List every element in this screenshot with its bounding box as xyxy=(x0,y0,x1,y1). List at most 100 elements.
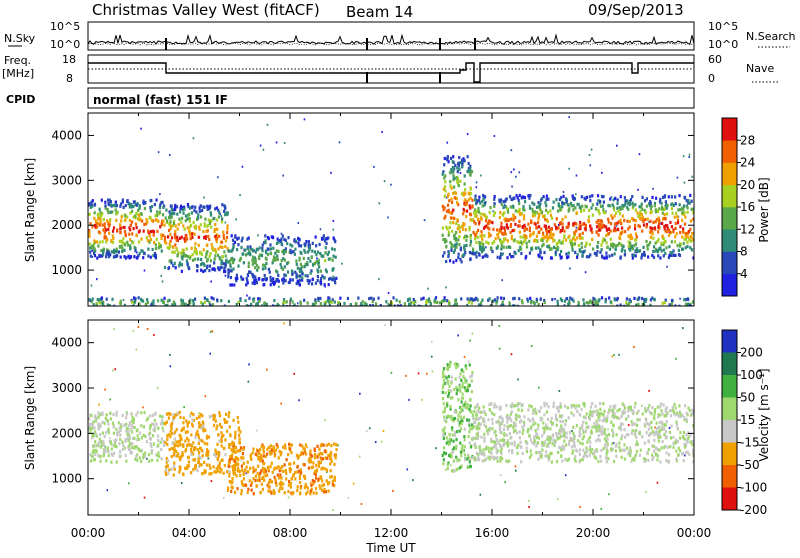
echo-cell xyxy=(327,482,329,485)
echo-cell xyxy=(108,221,110,224)
echo-cell xyxy=(213,217,215,220)
echo-cell xyxy=(250,453,252,456)
echo-cell xyxy=(241,237,243,240)
echo-cell xyxy=(167,464,169,467)
echo-cell xyxy=(470,445,472,448)
echo-cell xyxy=(111,250,113,253)
echo-cell xyxy=(318,259,320,262)
echo-cell xyxy=(448,454,450,457)
echo-cell xyxy=(478,196,480,199)
echo-cell xyxy=(134,458,136,461)
echo-cell xyxy=(179,434,181,437)
echo-cell xyxy=(198,442,200,445)
echo-cell xyxy=(616,409,618,412)
echo-cell xyxy=(105,255,107,258)
echo-cell xyxy=(629,244,631,247)
echo-cell xyxy=(612,434,614,437)
echo-cell xyxy=(162,440,164,443)
echo-cell xyxy=(197,433,199,436)
echo-cell xyxy=(165,216,167,219)
echo-cell xyxy=(524,229,526,232)
echo-cell xyxy=(681,248,683,251)
echo-cell xyxy=(413,298,415,301)
echo-cell xyxy=(508,301,510,304)
noise-cell xyxy=(464,356,466,358)
echo-cell xyxy=(489,211,491,214)
echo-cell xyxy=(324,259,326,262)
echo-cell xyxy=(247,488,249,491)
echo-cell xyxy=(532,212,534,215)
echo-cell xyxy=(549,427,551,430)
echo-cell xyxy=(106,298,108,301)
echo-cell xyxy=(585,241,587,244)
echo-cell xyxy=(610,421,612,424)
noise-cell xyxy=(585,271,587,273)
echo-cell xyxy=(304,265,306,268)
echo-cell xyxy=(94,211,96,214)
echo-cell xyxy=(576,256,578,259)
echo-cell xyxy=(288,462,290,465)
echo-cell xyxy=(285,477,287,480)
echo-cell xyxy=(466,418,468,421)
echo-cell xyxy=(146,440,148,443)
echo-cell xyxy=(603,257,605,260)
echo-cell xyxy=(141,219,143,222)
noise-cell xyxy=(257,234,259,236)
echo-cell xyxy=(494,298,496,301)
echo-cell xyxy=(164,236,166,239)
echo-cell xyxy=(199,251,201,254)
echo-cell xyxy=(477,207,479,210)
echo-cell xyxy=(551,417,553,420)
echo-cell xyxy=(529,252,531,255)
echo-cell xyxy=(544,454,546,457)
echo-cell xyxy=(675,227,677,230)
echo-cell xyxy=(461,254,463,257)
freq-series xyxy=(88,63,694,82)
echo-cell xyxy=(481,453,483,456)
echo-cell xyxy=(555,414,557,417)
echo-cell xyxy=(160,233,162,236)
echo-cell xyxy=(633,254,635,257)
echo-cell xyxy=(226,430,228,433)
echo-cell xyxy=(276,254,278,257)
echo-cell xyxy=(245,253,247,256)
echo-cell xyxy=(547,211,549,214)
echo-cell xyxy=(638,205,640,208)
echo-cell xyxy=(655,197,657,200)
echo-cell xyxy=(620,232,622,235)
echo-cell xyxy=(686,241,688,244)
echo-cell xyxy=(448,415,450,418)
echo-cell xyxy=(526,242,528,245)
echo-cell xyxy=(471,297,473,300)
echo-cell xyxy=(161,437,163,440)
echo-cell xyxy=(665,409,667,412)
echo-cell xyxy=(332,255,334,258)
echo-cell xyxy=(530,449,532,452)
echo-cell xyxy=(538,231,540,234)
noise-cell xyxy=(324,419,326,421)
echo-cell xyxy=(531,405,533,408)
echo-cell xyxy=(578,430,580,433)
echo-cell xyxy=(607,204,609,207)
echo-cell xyxy=(200,258,202,261)
echo-cell xyxy=(179,443,181,446)
echo-cell xyxy=(237,420,239,423)
echo-cell xyxy=(134,297,136,300)
echo-cell xyxy=(284,443,286,446)
echo-cell xyxy=(164,422,166,425)
echo-cell xyxy=(91,203,93,206)
echo-cell xyxy=(129,442,131,445)
echo-cell xyxy=(174,243,176,246)
noise-cell xyxy=(468,360,470,362)
noise-cell xyxy=(316,257,318,259)
echo-cell xyxy=(510,442,512,445)
echo-cell xyxy=(213,453,215,456)
echo-cell xyxy=(131,426,133,429)
echo-cell xyxy=(442,208,444,211)
echo-cell xyxy=(594,405,596,408)
noise-cell xyxy=(654,426,656,428)
echo-cell xyxy=(154,203,156,206)
echo-cell xyxy=(204,297,206,300)
echo-cell xyxy=(454,164,456,167)
echo-cell xyxy=(614,298,616,301)
